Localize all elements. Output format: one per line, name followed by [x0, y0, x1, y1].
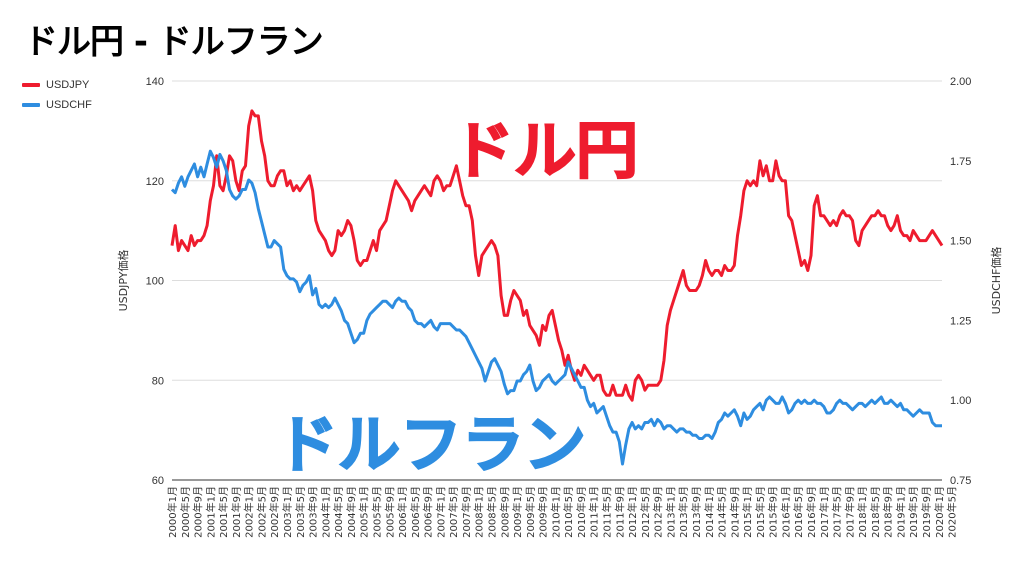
x-tick-label: 2018年5月 — [869, 486, 882, 538]
x-tick-label: 2002年1月 — [243, 486, 256, 538]
x-tick-label: 2005年5月 — [370, 486, 383, 538]
x-tick-label: 2011年1月 — [588, 486, 601, 538]
x-tick-label: 2019年9月 — [920, 486, 933, 538]
x-tick-label: 2009年9月 — [537, 486, 550, 538]
x-tick-label: 2017年5月 — [831, 486, 844, 538]
series-line-usdchf — [170, 149, 942, 466]
x-tick-label: 2013年9月 — [690, 486, 703, 538]
x-tick-label: 2016年5月 — [792, 486, 805, 538]
annotation-usdjpy: ドル円 — [452, 114, 638, 187]
x-tick-label: 2011年9月 — [613, 486, 626, 538]
x-tick-label: 2013年1月 — [664, 486, 677, 538]
x-tick-label: 2010年1月 — [549, 486, 562, 538]
legend-item-usdchf: USDCHF — [22, 95, 92, 115]
x-tick-label: 2000年5月 — [179, 486, 192, 538]
y-left-tick-label: 80 — [152, 375, 164, 387]
x-tick-label: 2001年5月 — [217, 486, 230, 538]
legend-item-usdjpy: USDJPY — [22, 75, 92, 95]
x-tick-label: 2008年5月 — [486, 486, 499, 538]
legend-swatch-usdjpy — [22, 83, 40, 87]
x-tick-label: 2020年1月 — [933, 486, 946, 538]
x-tick-label: 2018年9月 — [882, 486, 895, 538]
x-tick-label: 2018年1月 — [856, 486, 869, 538]
x-tick-label: 2016年9月 — [805, 486, 818, 538]
chart-legend: USDJPY USDCHF — [22, 75, 92, 115]
x-tick-label: 2010年9月 — [575, 486, 588, 538]
x-tick-label: 2000年9月 — [192, 486, 205, 538]
y-right-axis-title: USDCHF価格 — [989, 247, 1003, 315]
legend-swatch-usdchf — [22, 103, 40, 107]
x-tick-label: 2019年1月 — [894, 486, 907, 538]
x-tick-label: 2015年9月 — [767, 486, 780, 538]
x-tick-label: 2004年1月 — [319, 486, 332, 538]
x-tick-label: 2012年5月 — [639, 486, 652, 538]
x-tick-label: 2014年9月 — [728, 486, 741, 538]
x-tick-label: 2020年5月 — [946, 486, 959, 538]
x-tick-label: 2013年5月 — [677, 486, 690, 538]
legend-label-usdchf: USDCHF — [46, 99, 92, 111]
x-tick-label: 2014年1月 — [703, 486, 716, 538]
y-right-tick-label: 1.50 — [950, 236, 971, 248]
x-tick-label: 2004年5月 — [332, 486, 345, 538]
y-left-axis-title: USDJPY価格 — [116, 250, 130, 312]
x-tick-label: 2017年1月 — [818, 486, 831, 538]
series-line-usdjpy — [170, 109, 944, 402]
x-tick-label: 2017年9月 — [843, 486, 856, 538]
x-tick-label: 2003年9月 — [307, 486, 320, 538]
x-tick-label: 2015年5月 — [754, 486, 767, 538]
y-left-tick-label: 120 — [146, 176, 164, 188]
x-tick-label: 2008年9月 — [498, 486, 511, 538]
x-tick-label: 2003年1月 — [281, 486, 294, 538]
x-tick-label: 2015年1月 — [741, 486, 754, 538]
y-left-tick-label: 60 — [152, 475, 164, 487]
y-right-tick-label: 2.00 — [950, 76, 971, 88]
legend-label-usdjpy: USDJPY — [46, 79, 90, 91]
x-tick-label: 2019年5月 — [907, 486, 920, 538]
x-tick-label: 2005年1月 — [358, 486, 371, 538]
x-tick-label: 2002年5月 — [255, 486, 268, 538]
x-tick-label: 2001年9月 — [230, 486, 243, 538]
x-tick-label: 2004年9月 — [345, 486, 358, 538]
y-right-tick-label: 0.75 — [950, 475, 971, 487]
x-tick-label: 2000年1月 — [166, 486, 179, 538]
x-tick-label: 2011年5月 — [601, 486, 614, 538]
x-tick-label: 2009年1月 — [511, 486, 524, 538]
x-tick-label: 2006年1月 — [396, 486, 409, 538]
y-left-tick-label: 100 — [146, 276, 164, 288]
x-tick-label: 2012年1月 — [626, 486, 639, 538]
y-right-tick-label: 1.25 — [950, 315, 971, 327]
x-tick-label: 2016年1月 — [779, 486, 792, 538]
x-tick-label: 2007年5月 — [447, 486, 460, 538]
x-tick-label: 2007年1月 — [434, 486, 447, 538]
x-tick-label: 2001年1月 — [204, 486, 217, 538]
x-tick-label: 2010年5月 — [562, 486, 575, 538]
y-left-tick-label: 140 — [146, 76, 164, 88]
annotation-usdchf: ドルフラン — [276, 408, 586, 481]
y-right-tick-label: 1.00 — [950, 395, 971, 407]
y-right-tick-label: 1.75 — [950, 156, 971, 168]
x-tick-label: 2014年5月 — [716, 486, 729, 538]
x-tick-label: 2009年5月 — [524, 486, 537, 538]
x-tick-label: 2003年5月 — [294, 486, 307, 538]
x-tick-label: 2006年9月 — [422, 486, 435, 538]
x-tick-label: 2012年9月 — [652, 486, 665, 538]
x-tick-label: 2006年5月 — [409, 486, 422, 538]
x-tick-label: 2007年9月 — [460, 486, 473, 538]
page-title: ドル円 - ドルフラン — [24, 22, 324, 62]
x-tick-label: 2002年9月 — [268, 486, 281, 538]
x-tick-label: 2008年1月 — [473, 486, 486, 538]
x-tick-label: 2005年9月 — [383, 486, 396, 538]
